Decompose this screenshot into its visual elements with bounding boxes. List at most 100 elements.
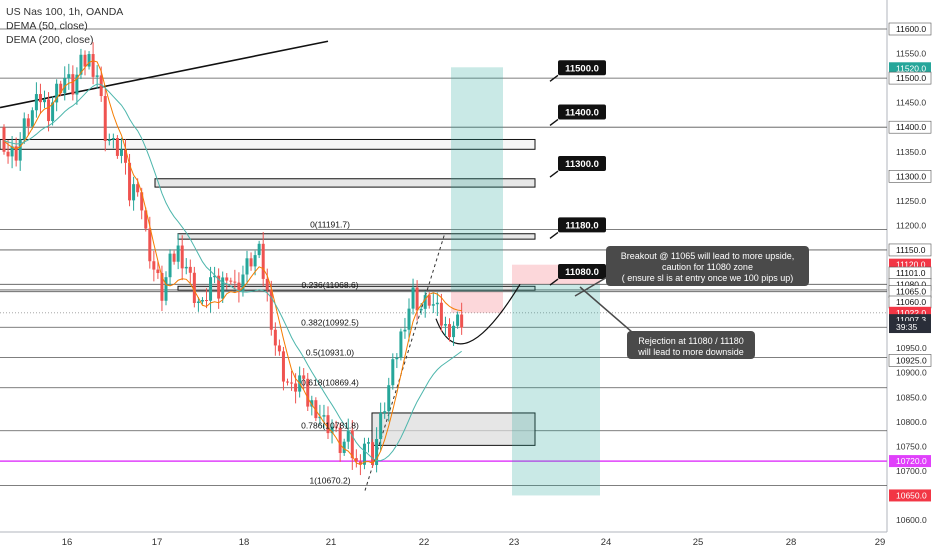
level-tag-11080: 11080.0 [549, 264, 606, 286]
support-zone-10780 [371, 412, 536, 446]
candle-body [205, 300, 208, 302]
level-tag-text: 11500.0 [565, 63, 599, 74]
candle-body [415, 287, 419, 311]
candle-body [379, 412, 383, 439]
candle-body [87, 54, 91, 67]
level-tag-arrow [549, 278, 559, 286]
candle-body [334, 426, 338, 428]
callout-box [627, 331, 755, 359]
price-label-text: 11080.0 [896, 279, 926, 289]
candle-body [367, 442, 370, 444]
level-tag-text: 11400.0 [565, 107, 599, 118]
candle-body [310, 400, 314, 407]
candle-body [111, 138, 115, 140]
resistance-zone-11300 [154, 178, 536, 188]
candle-body [30, 110, 34, 127]
price-label-text: 10720.0 [896, 456, 927, 466]
candle-body [383, 411, 387, 413]
fib-label: 0(11191.7) [310, 219, 350, 229]
candle-body [140, 192, 144, 211]
candle-body [302, 375, 306, 379]
price-label-badge [889, 62, 931, 75]
candle-body [34, 94, 38, 111]
price-label-text: 11060.0 [896, 297, 926, 307]
y-tick-label: 10850.0 [896, 392, 927, 402]
dema-200-line [3, 83, 462, 462]
candle-body [188, 266, 192, 273]
candle-body [237, 282, 241, 291]
candle-body [160, 273, 164, 301]
level-tag-box [558, 60, 606, 76]
candle-body [99, 75, 103, 97]
candle-body [148, 228, 152, 262]
candle-body [95, 75, 99, 77]
candle-body [411, 287, 415, 309]
candle-body [338, 427, 342, 453]
candle-body [55, 83, 59, 103]
x-tick-label: 28 [786, 537, 797, 548]
price-label-text: 11300.0 [896, 171, 926, 181]
y-tick-label: 11250.0 [896, 196, 926, 206]
callout-text-line: ( ensure sl is at entry once we 100 pips… [622, 273, 794, 283]
candle-body [346, 430, 350, 442]
candle-body [136, 184, 140, 193]
price-label-badge [889, 321, 931, 334]
x-tick-label: 22 [419, 537, 430, 548]
candle-body [460, 314, 464, 328]
candle-body [196, 301, 200, 303]
candle-body [249, 258, 253, 267]
price-label-badge [889, 489, 931, 502]
candle-body [342, 441, 346, 453]
candle-body [387, 385, 391, 412]
candle-body [63, 78, 67, 94]
candle-body [152, 261, 156, 270]
candle-body [257, 243, 261, 256]
x-tick-label: 29 [875, 537, 886, 548]
candle-body [269, 289, 273, 330]
price-label-badge [888, 243, 932, 257]
short-target-box [512, 284, 600, 496]
annotation-rejection: Rejection at 11080 / 11180 will lead to … [579, 286, 755, 359]
price-label-text: 11150.0 [896, 245, 926, 255]
resistance-zone-11400 [0, 138, 536, 150]
candle-body [91, 54, 95, 77]
long-target-box [451, 67, 503, 292]
chart-legend: US Nas 100, 1h, OANDA DEMA (50, close) D… [6, 5, 123, 47]
price-label-badge [888, 71, 932, 85]
long-stop-box [451, 291, 503, 313]
candle-body [290, 382, 294, 384]
candle-body [435, 302, 439, 305]
candle-body [395, 357, 399, 360]
candle-body [245, 258, 249, 275]
price-label-badge [889, 455, 931, 468]
zone-11080 [177, 285, 536, 291]
candle-body [22, 118, 26, 140]
callout-box [606, 246, 809, 286]
y-tick-label: 10900.0 [896, 368, 927, 378]
level-tag-text: 11080.0 [565, 267, 599, 278]
price-label-text: 11022.0 [896, 308, 926, 318]
candle-body [221, 277, 225, 299]
level-tag-text: 11300.0 [565, 159, 599, 170]
candle-body [75, 74, 79, 95]
candle-body [358, 461, 362, 465]
candle-body [83, 54, 87, 67]
fib-label: 0.382(10992.5) [301, 317, 359, 327]
level-tag-11500: 11500.0 [549, 60, 606, 82]
candle-body [156, 269, 160, 274]
candle-body [225, 277, 229, 281]
candle-body [200, 300, 204, 302]
candle-body [443, 324, 447, 326]
candle-body [281, 351, 285, 382]
price-label-text: 10650.0 [896, 490, 927, 500]
annotation-breakout: Breakout @ 11065 will lead to more upsid… [574, 246, 809, 297]
level-tag-11300: 11300.0 [549, 156, 606, 178]
fib-label: 0.618(10869.4) [301, 378, 359, 388]
price-label-text: 11600.0 [896, 24, 926, 34]
candle-body [350, 430, 354, 459]
price-label-badge [888, 354, 932, 367]
fib-label: 0.786(10781.8) [301, 421, 359, 431]
symbol-label: US Nas 100, 1h, OANDA [6, 6, 124, 18]
